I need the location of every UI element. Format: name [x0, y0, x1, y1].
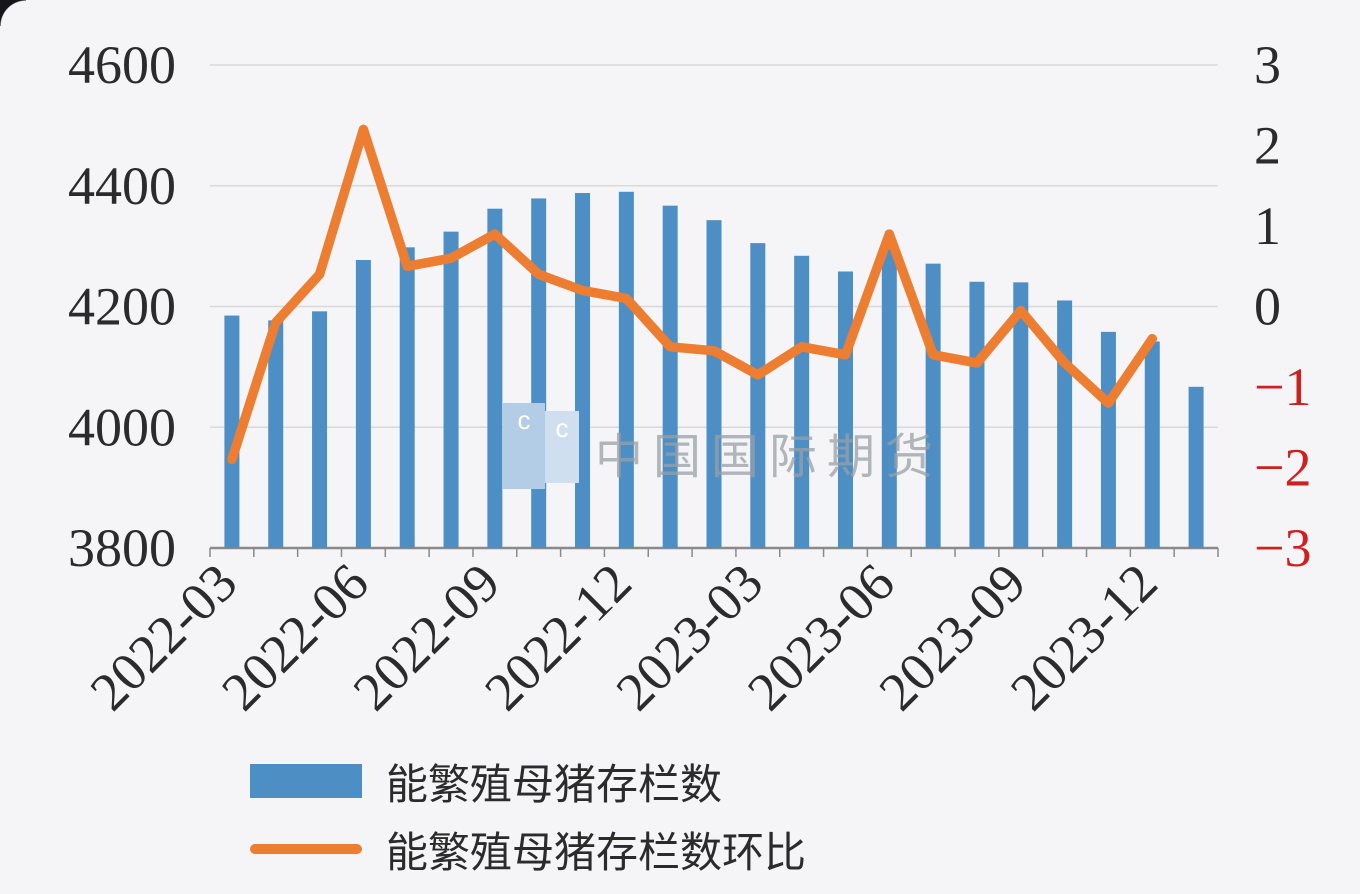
y-axis-label-left: 4000: [68, 397, 176, 457]
x-axis-label: 2022-09: [342, 552, 512, 722]
y-axis-label-left: 4200: [68, 277, 176, 337]
bar-2023-10: [1057, 300, 1073, 548]
y-axis-label-right: −3: [1254, 518, 1311, 578]
y-axis-label-right: 0: [1254, 277, 1281, 337]
legend-item-line-series: 能繁殖母猪存栏数环比: [250, 824, 806, 876]
bar-2022-11: [575, 192, 591, 548]
x-axis-label: 2022-06: [210, 552, 380, 722]
window-corner: [0, 0, 26, 26]
bar-2022-05: [312, 311, 328, 548]
bar-2023-05: [837, 271, 853, 548]
y-axis-label-right: −1: [1254, 357, 1311, 417]
bar-2023-08: [969, 281, 985, 548]
bar-2023-12: [1144, 341, 1160, 548]
bar-series-swatch: [250, 764, 362, 798]
bar-2022-10: [531, 198, 547, 548]
legend-item-bar-series: 能繁殖母猪存栏数: [250, 756, 806, 808]
y-axis-label-left: 3800: [68, 518, 176, 578]
x-axis-label: 2023-12: [999, 552, 1169, 722]
bar-2022-04: [268, 320, 284, 548]
bar-2023-07: [925, 263, 941, 548]
bar-2024-01: [1188, 386, 1204, 548]
y-axis-label-left: 4600: [68, 35, 176, 95]
x-axis-label: 2023-03: [605, 552, 775, 722]
bar-2023-04: [794, 255, 810, 548]
bar-2023-09: [1013, 282, 1029, 548]
line-series-swatch: [250, 844, 362, 854]
bar-2022-06: [355, 260, 371, 548]
x-axis-label: 2023-09: [868, 552, 1038, 722]
legend-label-line-series: 能繁殖母猪存栏数环比: [386, 828, 807, 876]
legend-label-bar-series: 能繁殖母猪存栏数: [386, 760, 723, 808]
bar-2022-07: [399, 247, 415, 548]
y-axis-label-right: −2: [1254, 438, 1311, 498]
x-axis-label: 2022-12: [473, 552, 643, 722]
bar-2022-09: [487, 208, 503, 548]
legend: 能繁殖母猪存栏数 能繁殖母猪存栏数环比: [250, 756, 806, 876]
bar-2022-03: [224, 315, 240, 548]
bar-2023-03: [750, 243, 766, 548]
bar-2023-06: [881, 248, 897, 549]
y-axis-label-right: 2: [1254, 116, 1281, 176]
bar-2022-08: [443, 231, 459, 548]
y-axis-label-left: 4400: [68, 156, 176, 216]
bar-2023-01: [662, 205, 678, 548]
bar-2023-02: [706, 220, 722, 548]
bar-2023-11: [1100, 331, 1116, 548]
line-series: [227, 124, 1158, 465]
y-axis-label-right: 3: [1254, 35, 1281, 95]
y-axis-label-right: 1: [1254, 196, 1281, 256]
bar-2022-12: [618, 191, 634, 548]
x-axis-label: 2023-06: [736, 552, 906, 722]
